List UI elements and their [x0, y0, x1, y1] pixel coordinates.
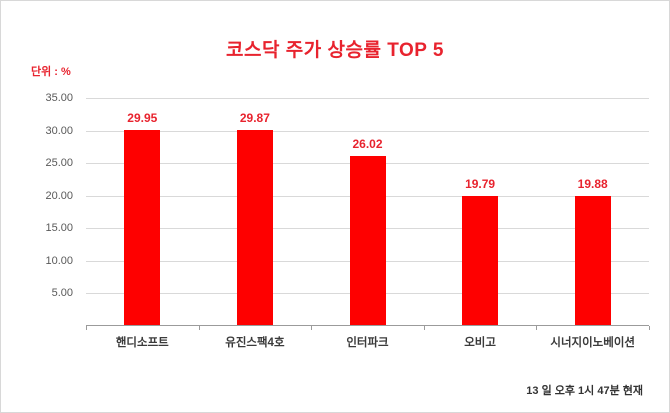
y-axis-tick-label: 5.00	[51, 287, 73, 300]
bar	[124, 129, 161, 325]
x-axis-tick	[198, 326, 200, 330]
category-label: 시너지이노베이션	[550, 337, 635, 349]
x-axis-tick	[311, 326, 313, 330]
bar	[462, 196, 499, 325]
category-label: 핸디소프트	[115, 337, 169, 349]
x-axis-tick	[86, 326, 87, 330]
plot-area: 29.95 29.87 26.02 19.79 19.88	[86, 98, 649, 326]
bar-value-label: 29.95	[127, 110, 158, 125]
category-label: 인터파크	[346, 337, 389, 349]
gridline	[86, 130, 649, 132]
x-axis-line	[86, 325, 649, 326]
bar	[236, 130, 273, 325]
y-axis-tick-label: 10.00	[45, 254, 73, 267]
y-axis-tick-label: 25.00	[45, 157, 73, 170]
bar	[349, 155, 386, 325]
x-axis-tick	[423, 326, 425, 330]
category-label: 유진스팩4호	[225, 337, 285, 349]
y-axis-tick-label: 20.00	[45, 189, 73, 202]
timestamp: 13 일 오후 1시 47분 현재	[526, 385, 643, 397]
x-axis-tick	[536, 326, 538, 330]
y-axis-tick-label: 35.00	[45, 92, 73, 104]
y-axis-tick-label: 15.00	[45, 222, 73, 235]
bar	[574, 195, 611, 325]
chart-title: 코스닥 주가 상승률 TOP 5	[226, 40, 444, 61]
x-axis-tick	[649, 326, 650, 330]
category-label: 오비고	[464, 337, 496, 349]
gridline	[86, 98, 649, 99]
bar-value-label: 19.79	[465, 177, 496, 192]
bar-value-label: 26.02	[352, 136, 383, 151]
y-axis-tick-label: 30.00	[45, 124, 73, 137]
unit-label: 단위 : %	[31, 66, 71, 78]
bar-value-label: 19.88	[577, 176, 608, 191]
bar-value-label: 29.87	[239, 111, 270, 126]
